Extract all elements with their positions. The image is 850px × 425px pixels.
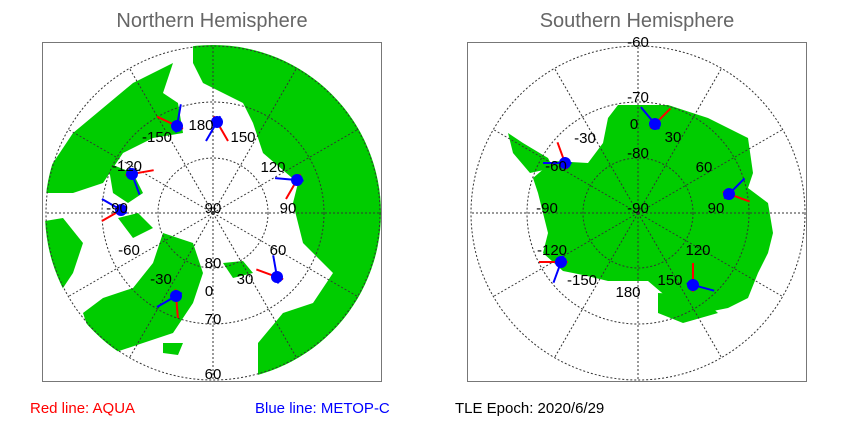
- lon-label: -60: [118, 242, 140, 259]
- lon-label: 0: [630, 116, 638, 133]
- lon-label: -120: [537, 242, 567, 259]
- north-graticule: [45, 45, 381, 381]
- lat-label: -60: [627, 34, 649, 51]
- satellite-position-marker: [205, 115, 229, 142]
- south-graticule: [470, 45, 806, 381]
- meridian-line: [212, 212, 297, 358]
- lat-label: -70: [627, 89, 649, 106]
- lon-label: 180: [615, 284, 640, 301]
- lon-label: 120: [260, 159, 285, 176]
- lon-label: -30: [574, 130, 596, 147]
- lon-label: -150: [142, 129, 172, 146]
- satellite-dot: [115, 204, 127, 216]
- lon-label: -120: [112, 158, 142, 175]
- lat-label: 70: [205, 311, 222, 328]
- lat-label: -80: [627, 145, 649, 162]
- south-land: [508, 105, 773, 323]
- lon-label: 120: [685, 242, 710, 259]
- lon-label: 150: [230, 129, 255, 146]
- south-map: -90 -80 -70 -60 0 30 60 90 120 150 180 -…: [467, 34, 807, 382]
- lat-label: 60: [205, 366, 222, 383]
- north-title: Northern Hemisphere: [116, 10, 308, 32]
- tle-epoch: TLE Epoch: 2020/6/29: [455, 400, 605, 417]
- satellite-dot: [271, 271, 283, 283]
- lon-label: 150: [657, 272, 682, 289]
- lon-label: 90: [280, 200, 297, 217]
- latitude-circle: [101, 101, 325, 325]
- satellite-dot: [170, 290, 182, 302]
- satellite-position-marker: [255, 255, 284, 284]
- satellite-position-marker: [274, 173, 304, 200]
- lon-label: -60: [545, 158, 567, 175]
- lon-label: 30: [237, 271, 254, 288]
- lon-label: 180: [188, 117, 213, 134]
- lon-label: -30: [150, 271, 172, 288]
- satellite-dot: [559, 157, 571, 169]
- satellite-position-marker: [686, 263, 715, 292]
- latitude-circle: [470, 45, 806, 381]
- satellite-position-marker: [101, 198, 128, 222]
- satellite-dot: [291, 174, 303, 186]
- north-map: 90 80 70 60 0 30 60 90 120 150 180 -150 …: [42, 42, 382, 383]
- satellite-position-marker: [640, 106, 672, 130]
- legend-metop: Blue line: METOP-C: [255, 400, 390, 417]
- lon-label: -150: [567, 272, 597, 289]
- lat-label: -90: [627, 200, 649, 217]
- satellite-dot: [723, 188, 735, 200]
- satellite-position-marker: [539, 255, 568, 284]
- lat-label: 90: [205, 200, 222, 217]
- satellite-position-marker: [156, 104, 184, 133]
- latitude-circle: [526, 101, 750, 325]
- lon-label: -90: [536, 200, 558, 217]
- satellite-dot: [555, 256, 567, 268]
- lon-label: 0: [205, 283, 213, 300]
- satellite-dot: [126, 168, 138, 180]
- satellite-position-marker: [156, 289, 183, 319]
- satellite-dot: [649, 118, 661, 130]
- satellite-dot: [171, 120, 183, 132]
- lon-label: 90: [708, 200, 725, 217]
- latitude-circle: [45, 45, 381, 381]
- satellite-dot: [687, 279, 699, 291]
- satellite-dot: [211, 116, 223, 128]
- lon-label: 60: [270, 242, 287, 259]
- legend-aqua: Red line: AQUA: [30, 400, 136, 417]
- latitude-circle: [157, 157, 269, 269]
- south-title: Southern Hemisphere: [539, 10, 735, 32]
- lon-label: 60: [696, 159, 713, 176]
- lon-label: 30: [665, 129, 682, 146]
- satellite-position-marker: [722, 177, 751, 203]
- lon-label: -90: [106, 200, 128, 217]
- satellite-position-marker: [125, 167, 154, 196]
- lat-label: 80: [205, 255, 222, 272]
- satellite-position-marker: [543, 141, 572, 170]
- latitude-circle: [582, 157, 694, 269]
